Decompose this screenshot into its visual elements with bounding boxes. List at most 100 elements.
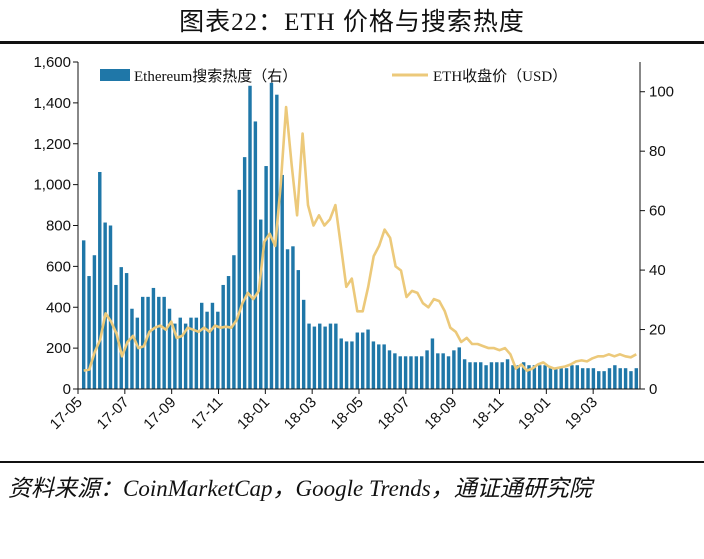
search-bar — [146, 296, 150, 389]
search-bar — [108, 225, 113, 389]
x-tick-label: 19-03 — [562, 394, 601, 433]
search-bar — [301, 299, 306, 389]
search-bar — [87, 276, 91, 389]
search-bar — [360, 332, 365, 389]
search-bar — [237, 189, 241, 389]
search-bar — [570, 365, 574, 389]
search-bar — [516, 365, 520, 389]
search-bar — [307, 323, 311, 389]
search-bar — [371, 341, 376, 389]
left-tick-label: 1,600 — [33, 54, 71, 71]
search-bar — [318, 323, 322, 389]
x-tick-label: 17-07 — [94, 394, 133, 433]
x-tick-label: 19-01 — [515, 394, 554, 433]
search-bar — [296, 270, 301, 389]
search-bar — [312, 326, 317, 389]
search-bar — [409, 356, 413, 389]
search-bar — [291, 246, 295, 389]
right-tick-label: 40 — [649, 262, 666, 279]
search-bar — [140, 296, 145, 389]
search-bar — [479, 362, 483, 389]
search-bar — [629, 371, 633, 389]
search-bar — [200, 302, 204, 389]
legend-label-bars: Ethereum搜索热度（右） — [134, 68, 297, 85]
search-bar — [473, 362, 478, 389]
x-tick-label: 18-03 — [281, 394, 320, 433]
left-tick-label: 800 — [46, 218, 71, 235]
legend-label-line: ETH收盘价（USD） — [433, 67, 567, 85]
search-bar — [162, 296, 166, 389]
search-bar — [618, 368, 622, 389]
search-bar — [216, 311, 220, 389]
search-bar — [489, 362, 494, 389]
search-bar — [124, 273, 129, 389]
search-bar — [462, 359, 467, 389]
search-bar — [81, 240, 86, 389]
search-bar — [446, 356, 451, 389]
search-bar — [575, 365, 580, 389]
search-bar — [339, 338, 343, 389]
x-tick-label: 17-05 — [47, 394, 86, 433]
search-bar — [253, 121, 258, 389]
search-bar — [167, 308, 172, 389]
search-bar — [564, 368, 569, 389]
search-bar — [393, 353, 397, 389]
search-bar — [425, 350, 429, 389]
search-bar — [607, 368, 612, 389]
search-bar — [538, 365, 542, 389]
search-bar — [355, 332, 360, 389]
search-bar — [194, 317, 199, 389]
search-bar — [500, 362, 504, 389]
search-bar — [210, 302, 215, 389]
left-tick-label: 0 — [63, 381, 71, 398]
search-bar — [344, 341, 349, 389]
left-axis-ticks: 0 200 400 600 800 1,000 1,200 1,400 1,600 — [33, 54, 78, 398]
search-bar — [328, 323, 333, 389]
search-bar — [350, 341, 354, 389]
search-bar — [559, 368, 563, 389]
right-tick-label: 80 — [649, 143, 666, 160]
title-rule — [0, 41, 704, 44]
search-bar — [414, 356, 419, 389]
right-tick-label: 20 — [649, 322, 666, 339]
search-bar — [505, 359, 510, 389]
search-bar — [554, 368, 558, 389]
search-bar — [586, 368, 590, 389]
search-bar — [323, 326, 327, 389]
x-tick-label: 18-11 — [469, 394, 507, 432]
left-tick-label: 600 — [46, 258, 71, 275]
right-tick-label: 60 — [649, 203, 666, 220]
x-tick-label: 18-01 — [234, 394, 273, 433]
left-tick-label: 1,000 — [33, 177, 71, 194]
search-bar — [135, 317, 140, 389]
search-bar — [532, 365, 537, 389]
search-bar — [189, 317, 193, 389]
search-bar — [242, 157, 247, 389]
search-bar — [591, 368, 596, 389]
right-tick-label: 100 — [649, 84, 674, 101]
search-bar — [377, 344, 381, 389]
search-bar — [130, 308, 134, 389]
left-tick-label: 1,400 — [33, 95, 71, 112]
search-bar — [183, 323, 188, 389]
right-tick-label: 0 — [649, 381, 657, 398]
search-bar — [634, 368, 639, 389]
search-bar — [511, 365, 515, 389]
search-bar — [436, 353, 440, 389]
source-rule — [0, 461, 704, 463]
search-bar — [441, 353, 445, 389]
search-bar — [178, 317, 182, 389]
price-line — [83, 105, 637, 372]
search-bar — [226, 276, 231, 389]
search-bar — [403, 356, 408, 389]
search-bar — [221, 284, 225, 389]
search-bar — [264, 166, 268, 389]
legend-swatch-bars — [100, 69, 130, 81]
search-bar — [285, 249, 290, 389]
search-bar — [602, 371, 606, 389]
x-tick-label: 18-09 — [421, 394, 460, 433]
figure-title: 图表22：ETH 价格与搜索热度 — [179, 9, 525, 36]
search-bar — [92, 255, 97, 389]
search-bar — [398, 356, 402, 389]
left-tick-label: 400 — [46, 299, 71, 316]
